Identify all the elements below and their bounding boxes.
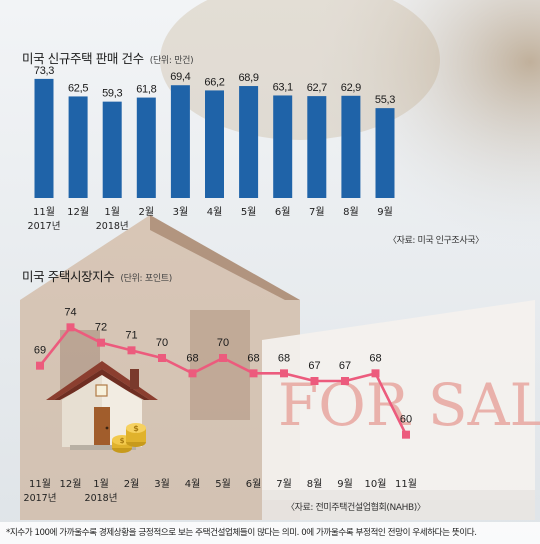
bar-1 bbox=[68, 96, 88, 198]
svg-text:$: $ bbox=[133, 424, 139, 433]
x-tick-label: 3월 bbox=[173, 206, 189, 218]
point-value-label: 72 bbox=[95, 322, 107, 334]
bar-value-label: 68,9 bbox=[238, 72, 258, 84]
line-point-4 bbox=[158, 354, 166, 362]
x-tick-label: 12월 bbox=[60, 478, 82, 490]
x-tick-label: 6월 bbox=[246, 478, 262, 490]
point-value-label: 69 bbox=[34, 345, 46, 357]
bar-value-label: 62,9 bbox=[341, 82, 361, 94]
sales-chart-unit: (단위: 만건) bbox=[149, 56, 194, 66]
x-tick-label: 1월 bbox=[93, 478, 109, 490]
x-tick-label: 8월 bbox=[343, 206, 359, 218]
point-value-label: 70 bbox=[156, 337, 168, 349]
bar-9 bbox=[341, 95, 361, 198]
bar-10 bbox=[375, 108, 395, 198]
bar-value-label: 69,4 bbox=[170, 71, 190, 83]
x-tick-label: 2월 bbox=[124, 478, 140, 490]
footnote: *지수가 100에 가까울수록 경제상황을 긍정적으로 보는 주택건설업체들이 … bbox=[0, 522, 540, 544]
point-value-label: 67 bbox=[339, 360, 351, 372]
point-value-label: 60 bbox=[400, 414, 412, 426]
bar-7 bbox=[273, 95, 293, 198]
index-chart-title: 미국 주택시장지수 (단위: 포인트) bbox=[22, 266, 172, 285]
x-year-label: 2018년 bbox=[85, 493, 118, 504]
x-tick-label: 11월 bbox=[33, 206, 55, 218]
bar-5 bbox=[205, 90, 224, 198]
sales-chart-title: 미국 신규주택 판매 건수 (단위: 만건) bbox=[22, 48, 194, 67]
point-value-label: 68 bbox=[278, 352, 290, 364]
point-value-label: 68 bbox=[247, 352, 259, 364]
point-value-label: 74 bbox=[64, 306, 76, 318]
x-tick-label: 5월 bbox=[241, 206, 257, 218]
x-tick-label: 3월 bbox=[154, 478, 170, 490]
bar-4 bbox=[170, 85, 190, 198]
point-value-label: 67 bbox=[308, 360, 320, 372]
x-tick-label: 9월 bbox=[377, 206, 393, 218]
line-point-7 bbox=[249, 369, 258, 378]
line-point-1 bbox=[66, 323, 75, 332]
line-point-2 bbox=[97, 338, 105, 347]
index-chart-unit: (단위: 포인트) bbox=[120, 274, 172, 284]
point-value-label: 68 bbox=[369, 352, 381, 364]
line-point-12 bbox=[402, 430, 410, 439]
x-tick-label: 2월 bbox=[139, 206, 155, 218]
line-point-3 bbox=[127, 346, 136, 355]
line-point-8 bbox=[280, 369, 288, 378]
x-tick-label: 4월 bbox=[207, 206, 223, 218]
sales-chart-source: 〈자료: 미국 인구조사국〉 bbox=[388, 236, 484, 246]
bar-2 bbox=[102, 101, 122, 198]
point-value-label: 68 bbox=[186, 352, 198, 364]
bar-0 bbox=[34, 78, 54, 198]
x-tick-label: 11월 bbox=[29, 478, 51, 490]
bar-value-label: 73,3 bbox=[34, 65, 54, 77]
x-tick-label: 4월 bbox=[185, 478, 201, 490]
line-point-5 bbox=[188, 369, 197, 378]
for-sale-sign bbox=[262, 300, 535, 500]
index-chart-title-text: 미국 주택시장지수 bbox=[22, 269, 115, 284]
house-icon bbox=[46, 361, 158, 450]
line-point-9 bbox=[310, 377, 319, 385]
sales-chart-title-text: 미국 신규주택 판매 건수 bbox=[22, 51, 144, 66]
bar-value-label: 55,3 bbox=[375, 94, 395, 106]
x-tick-label: 8월 bbox=[307, 478, 323, 490]
for-sale-text: FOR SAL bbox=[278, 371, 540, 439]
line-point-0 bbox=[36, 361, 44, 370]
coins-icon: $ $ bbox=[112, 423, 146, 453]
x-year-label: 2017년 bbox=[24, 493, 57, 504]
x-tick-label: 9월 bbox=[337, 478, 353, 490]
x-tick-label: 7월 bbox=[309, 206, 325, 218]
x-tick-label: 12월 bbox=[67, 206, 89, 218]
bar-value-label: 59,3 bbox=[102, 88, 122, 100]
index-chart-source: 〈자료: 전미주택건설업협회(NAHB)〉 bbox=[286, 503, 426, 513]
svg-text:$: $ bbox=[120, 437, 125, 445]
x-year-label: 2017년 bbox=[28, 221, 61, 232]
x-tick-label: 6월 bbox=[275, 206, 291, 218]
bar-3 bbox=[136, 97, 156, 198]
line-point-10 bbox=[341, 377, 349, 385]
x-tick-label: 5월 bbox=[215, 478, 231, 490]
line-point-6 bbox=[219, 354, 227, 362]
bar-value-label: 61,8 bbox=[136, 84, 156, 96]
bar-value-label: 63,1 bbox=[273, 81, 293, 93]
bar-6 bbox=[239, 86, 259, 198]
point-value-label: 71 bbox=[125, 329, 137, 341]
bar-value-label: 66,2 bbox=[204, 76, 224, 88]
point-value-label: 70 bbox=[217, 337, 229, 349]
bar-value-label: 62,5 bbox=[68, 82, 88, 94]
x-tick-label: 7월 bbox=[276, 478, 292, 490]
line-point-11 bbox=[371, 369, 380, 378]
x-tick-label: 10월 bbox=[365, 478, 387, 490]
bar-value-label: 62,7 bbox=[307, 82, 327, 94]
x-tick-label: 11월 bbox=[395, 478, 417, 490]
x-year-label: 2018년 bbox=[96, 221, 129, 232]
bar-8 bbox=[307, 96, 327, 198]
x-tick-label: 1월 bbox=[104, 206, 120, 218]
